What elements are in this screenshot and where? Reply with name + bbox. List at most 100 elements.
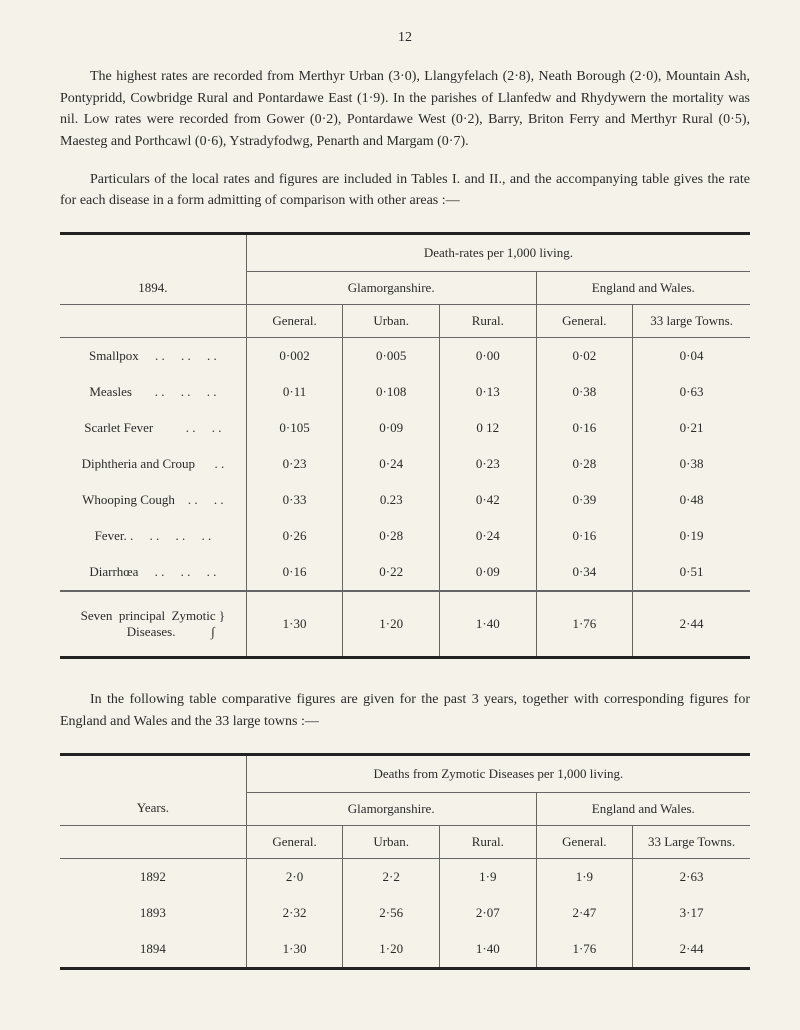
cell: 2·44 — [633, 931, 750, 969]
t1-col-4: 33 large Towns. — [633, 305, 750, 338]
cell: 0·24 — [343, 446, 440, 482]
year-cell: 1893 — [60, 895, 246, 931]
cell: 0·42 — [439, 482, 536, 518]
cell: 0·16 — [246, 554, 343, 591]
cell: 0·28 — [343, 518, 440, 554]
cell: 0·51 — [633, 554, 750, 591]
cell: 0·38 — [633, 446, 750, 482]
t1-col-2: Rural. — [439, 305, 536, 338]
t2-glam: Glamorganshire. — [246, 792, 536, 825]
cell: 2·56 — [343, 895, 440, 931]
t1-summary-4: 2·44 — [633, 592, 750, 658]
cell: 2·2 — [343, 858, 440, 895]
cell: 0·38 — [536, 374, 633, 410]
t1-summary-2: 1·40 — [439, 592, 536, 658]
paragraph-2: Particulars of the local rates and figur… — [60, 169, 750, 212]
table-row: Diarrhœa . . . . . .0·160·220·090·340·51 — [60, 554, 750, 591]
cell: 0·19 — [633, 518, 750, 554]
t1-summary-0: 1·30 — [246, 592, 343, 658]
t2-col-4: 33 Large Towns. — [633, 825, 750, 858]
t2-col-3: General. — [536, 825, 633, 858]
row-label: Whooping Cough . . . . — [60, 482, 246, 518]
page-number: 12 — [60, 30, 750, 46]
row-label: Diphtheria and Croup . . — [60, 446, 246, 482]
cell: 0·24 — [439, 518, 536, 554]
cell: 0·26 — [246, 518, 343, 554]
cell: 0·105 — [246, 410, 343, 446]
cell: 0·63 — [633, 374, 750, 410]
paragraph-3: In the following table comparative figur… — [60, 689, 750, 732]
row-label: Smallpox . . . . . . — [60, 338, 246, 375]
cell: 0 12 — [439, 410, 536, 446]
table-row: Fever. . . . . . . .0·260·280·240·160·19 — [60, 518, 750, 554]
t1-glam: Glamorganshire. — [246, 272, 536, 305]
zymotic-table: Deaths from Zymotic Diseases per 1,000 l… — [60, 753, 750, 970]
cell: 2·63 — [633, 858, 750, 895]
table-row: Scarlet Fever . . . .0·1050·090 120·160·… — [60, 410, 750, 446]
cell: 1·40 — [439, 931, 536, 969]
cell: 0·23 — [439, 446, 536, 482]
table-row: 18922·02·21·91·92·63 — [60, 858, 750, 895]
t1-ew: England and Wales. — [536, 272, 750, 305]
cell: 0·34 — [536, 554, 633, 591]
cell: 3·17 — [633, 895, 750, 931]
cell: 1·20 — [343, 931, 440, 969]
t1-summary-label: Seven principal Zymotic } Diseases. ∫ — [60, 592, 246, 658]
row-label: Scarlet Fever . . . . — [60, 410, 246, 446]
t2-col-0: General. — [246, 825, 343, 858]
table-row: Diphtheria and Croup . .0·230·240·230·28… — [60, 446, 750, 482]
paragraph-1: The highest rates are recorded from Mert… — [60, 66, 750, 153]
cell: 2·32 — [246, 895, 343, 931]
t1-col-0: General. — [246, 305, 343, 338]
cell: 0·48 — [633, 482, 750, 518]
t2-years-label: Years. — [60, 792, 246, 825]
table-row: Smallpox . . . . . .0·0020·0050·000·020·… — [60, 338, 750, 375]
t1-year: 1894. — [60, 272, 246, 305]
cell: 0·33 — [246, 482, 343, 518]
year-cell: 1894 — [60, 931, 246, 969]
cell: 0·23 — [246, 446, 343, 482]
t2-col-2: Rural. — [439, 825, 536, 858]
cell: 2·47 — [536, 895, 633, 931]
cell: 0·00 — [439, 338, 536, 375]
year-cell: 1892 — [60, 858, 246, 895]
t2-caption: Deaths from Zymotic Diseases per 1,000 l… — [246, 756, 750, 793]
row-label: Measles . . . . . . — [60, 374, 246, 410]
cell: 0·28 — [536, 446, 633, 482]
cell: 2·07 — [439, 895, 536, 931]
cell: 0·002 — [246, 338, 343, 375]
death-rates-table: Death-rates per 1,000 living. 1894. Glam… — [60, 232, 750, 659]
row-label: Diarrhœa . . . . . . — [60, 554, 246, 591]
t1-col-1: Urban. — [343, 305, 440, 338]
cell: 0·108 — [343, 374, 440, 410]
cell: 0·11 — [246, 374, 343, 410]
cell: 2·0 — [246, 858, 343, 895]
cell: 0·04 — [633, 338, 750, 375]
cell: 0·005 — [343, 338, 440, 375]
t1-summary-3: 1·76 — [536, 592, 633, 658]
cell: 0·39 — [536, 482, 633, 518]
row-label: Fever. . . . . . . . — [60, 518, 246, 554]
t1-summary-1: 1·20 — [343, 592, 440, 658]
cell: 1·9 — [536, 858, 633, 895]
table-row: 18932·322·562·072·473·17 — [60, 895, 750, 931]
t2-ew: England and Wales. — [536, 792, 750, 825]
cell: 0.23 — [343, 482, 440, 518]
t2-col-1: Urban. — [343, 825, 440, 858]
table-row: Measles . . . . . .0·110·1080·130·380·63 — [60, 374, 750, 410]
table-row: 18941·301·201·401·762·44 — [60, 931, 750, 969]
cell: 0·13 — [439, 374, 536, 410]
cell: 0·16 — [536, 518, 633, 554]
cell: 1·30 — [246, 931, 343, 969]
cell: 0·09 — [343, 410, 440, 446]
cell: 0·09 — [439, 554, 536, 591]
cell: 0·02 — [536, 338, 633, 375]
cell: 1·76 — [536, 931, 633, 969]
cell: 1·9 — [439, 858, 536, 895]
table-row: Whooping Cough . . . .0·330.230·420·390·… — [60, 482, 750, 518]
t1-caption: Death-rates per 1,000 living. — [246, 235, 750, 272]
cell: 0·16 — [536, 410, 633, 446]
cell: 0·21 — [633, 410, 750, 446]
cell: 0·22 — [343, 554, 440, 591]
t1-col-3: General. — [536, 305, 633, 338]
